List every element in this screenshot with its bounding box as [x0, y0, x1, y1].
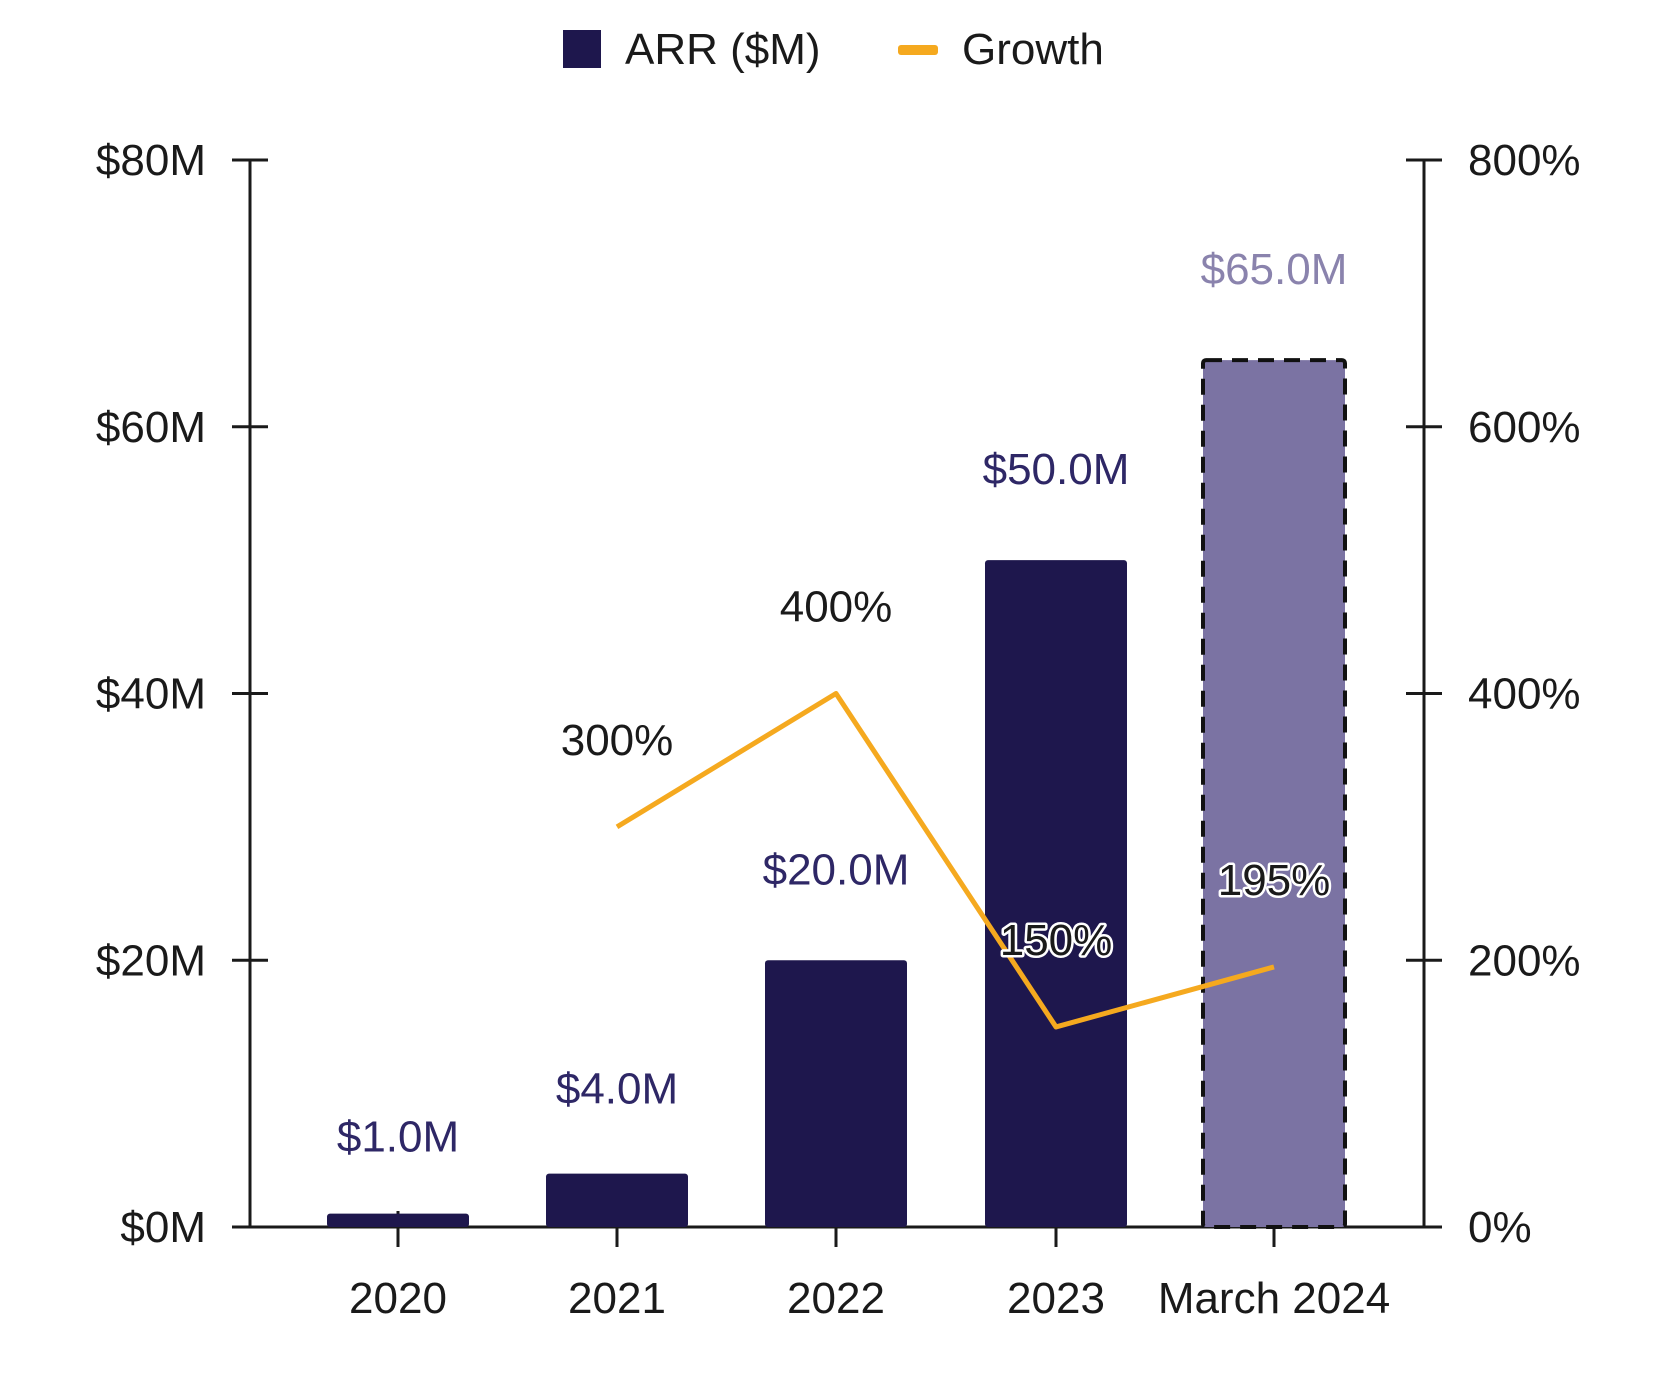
right-tick-label: 800%	[1468, 136, 1581, 185]
legend: ARR ($M) Growth	[563, 25, 1104, 74]
left-tick-label: $80M	[96, 136, 206, 185]
right-tick-label: 0%	[1468, 1203, 1532, 1252]
bar-value-label: $50.0M	[983, 445, 1130, 494]
x-tick-label: March 2024	[1158, 1274, 1390, 1323]
bar-value-label: $20.0M	[763, 845, 910, 894]
bar-value-label: $1.0M	[337, 1113, 459, 1162]
growth-line	[615, 691, 1275, 1030]
axes: $0M $20M $40M $60M $80M 0% 200% 400% 600% 800% 202…	[96, 136, 1581, 1323]
left-tick-label: $20M	[96, 936, 206, 985]
right-tick-label: 600%	[1468, 403, 1581, 452]
legend-arr-label: ARR ($M)	[625, 25, 821, 74]
growth-line-group	[615, 691, 1275, 1030]
bars	[327, 358, 1347, 1229]
bar	[985, 560, 1127, 1227]
growth-value-label: 400%	[780, 583, 893, 632]
bar	[327, 1213, 469, 1227]
bar	[546, 1173, 688, 1227]
bar	[765, 960, 907, 1227]
right-tick-label: 200%	[1468, 936, 1581, 985]
legend-growth-label: Growth	[962, 25, 1104, 74]
labels: $1.0M $4.0M $20.0M $50.0M $65.0M 300% 400% 150%…	[337, 245, 1348, 1162]
x-tick-label: 2023	[1007, 1274, 1105, 1323]
growth-value-label: 300%	[561, 716, 674, 765]
growth-value-label: 195%	[1218, 856, 1331, 905]
x-tick-label: 2020	[349, 1274, 447, 1323]
growth-value-label: 150%	[1000, 916, 1113, 965]
bar-value-label: $4.0M	[556, 1065, 678, 1114]
left-tick-label: $40M	[96, 670, 206, 719]
x-tick-label: 2021	[568, 1274, 666, 1323]
legend-growth-swatch	[898, 45, 938, 55]
left-tick-label: $0M	[120, 1203, 206, 1252]
legend-arr-swatch	[563, 30, 601, 68]
left-tick-label: $60M	[96, 403, 206, 452]
projected-bar	[1201, 358, 1347, 1229]
bar-value-label: $65.0M	[1201, 245, 1348, 294]
x-tick-label: 2022	[787, 1274, 885, 1323]
right-tick-label: 400%	[1468, 670, 1581, 719]
